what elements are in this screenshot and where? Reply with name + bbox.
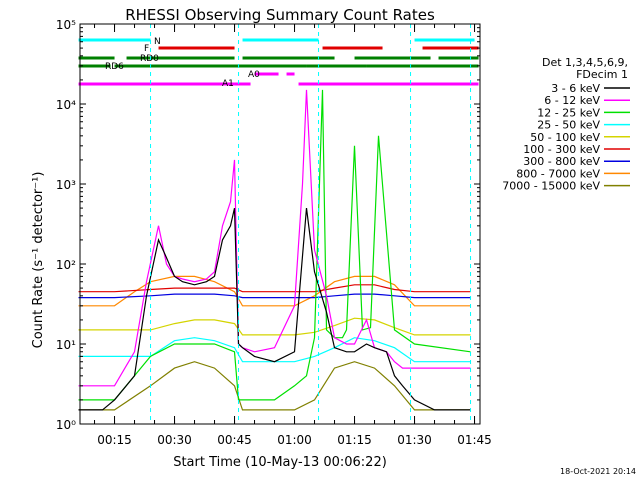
series-line xyxy=(78,275,471,307)
flag-label-f: F xyxy=(144,44,149,54)
legend-header-line: Det 1,3,4,5,6,9, xyxy=(542,56,628,69)
x-tick-label: 01:30 xyxy=(397,433,432,447)
x-tick-label: 00:30 xyxy=(157,433,192,447)
y-axis-label: Count Rate (s⁻¹ detector⁻¹) xyxy=(31,172,46,349)
legend-entry-label: 12 - 25 keV xyxy=(537,106,600,119)
legend-entry-label: 7000 - 15000 keV xyxy=(502,180,600,193)
y-tick-label: 10³ xyxy=(56,178,76,192)
chart-title: RHESSI Observing Summary Count Rates xyxy=(125,6,435,24)
legend-entry-label: 800 - 7000 keV xyxy=(516,167,600,180)
series-line xyxy=(78,89,471,401)
vertical-markers xyxy=(150,24,472,424)
flag-label-rd6: RD6 xyxy=(105,62,124,72)
x-tick-label: 01:15 xyxy=(337,433,372,447)
flag-label-n: N xyxy=(154,37,161,47)
legend-entry-label: 25 - 50 keV xyxy=(537,119,600,132)
legend-entry-label: 300 - 800 keV xyxy=(523,155,600,168)
series-line xyxy=(78,317,471,336)
series-line xyxy=(78,361,471,411)
legend-header-line: FDecim 1 xyxy=(576,68,628,81)
y-tick-label: 10² xyxy=(56,258,76,272)
flag-label-a0: A0 xyxy=(248,70,260,80)
series-line xyxy=(78,89,471,387)
y-tick-label: 10⁵ xyxy=(56,18,76,32)
x-tick-label: 01:45 xyxy=(457,433,492,447)
series-line xyxy=(78,293,471,299)
flag-label-rd0: RD0 xyxy=(140,54,159,64)
y-tick-label: 10⁴ xyxy=(56,98,76,112)
y-tick-label: 10⁰ xyxy=(56,418,76,432)
series-line xyxy=(78,207,471,411)
legend-entry-label: 50 - 100 keV xyxy=(530,131,600,144)
legend-entry-label: 3 - 6 keV xyxy=(551,82,600,95)
y-tick-label: 10¹ xyxy=(56,338,76,352)
x-tick-label: 00:45 xyxy=(217,433,252,447)
legend-entry-label: 6 - 12 keV xyxy=(544,94,600,107)
x-tick-label: 01:00 xyxy=(277,433,312,447)
legend-entry-label: 100 - 300 keV xyxy=(523,143,600,156)
axis-layer: 10⁰ 10¹ 10² 10³ 10⁴ 10⁵ 00:15 00:30 00:45 01:00 01… xyxy=(56,18,492,447)
series-line xyxy=(78,284,471,293)
x-tick-label: 00:15 xyxy=(97,433,132,447)
series-layer xyxy=(78,89,471,411)
footer-date: 18-Oct-2021 20:14 xyxy=(560,467,636,476)
plot-frame xyxy=(79,23,481,425)
flag-label-a1: A1 xyxy=(222,79,234,89)
x-axis-label: Start Time (10-May-13 00:06:22) xyxy=(173,455,387,470)
